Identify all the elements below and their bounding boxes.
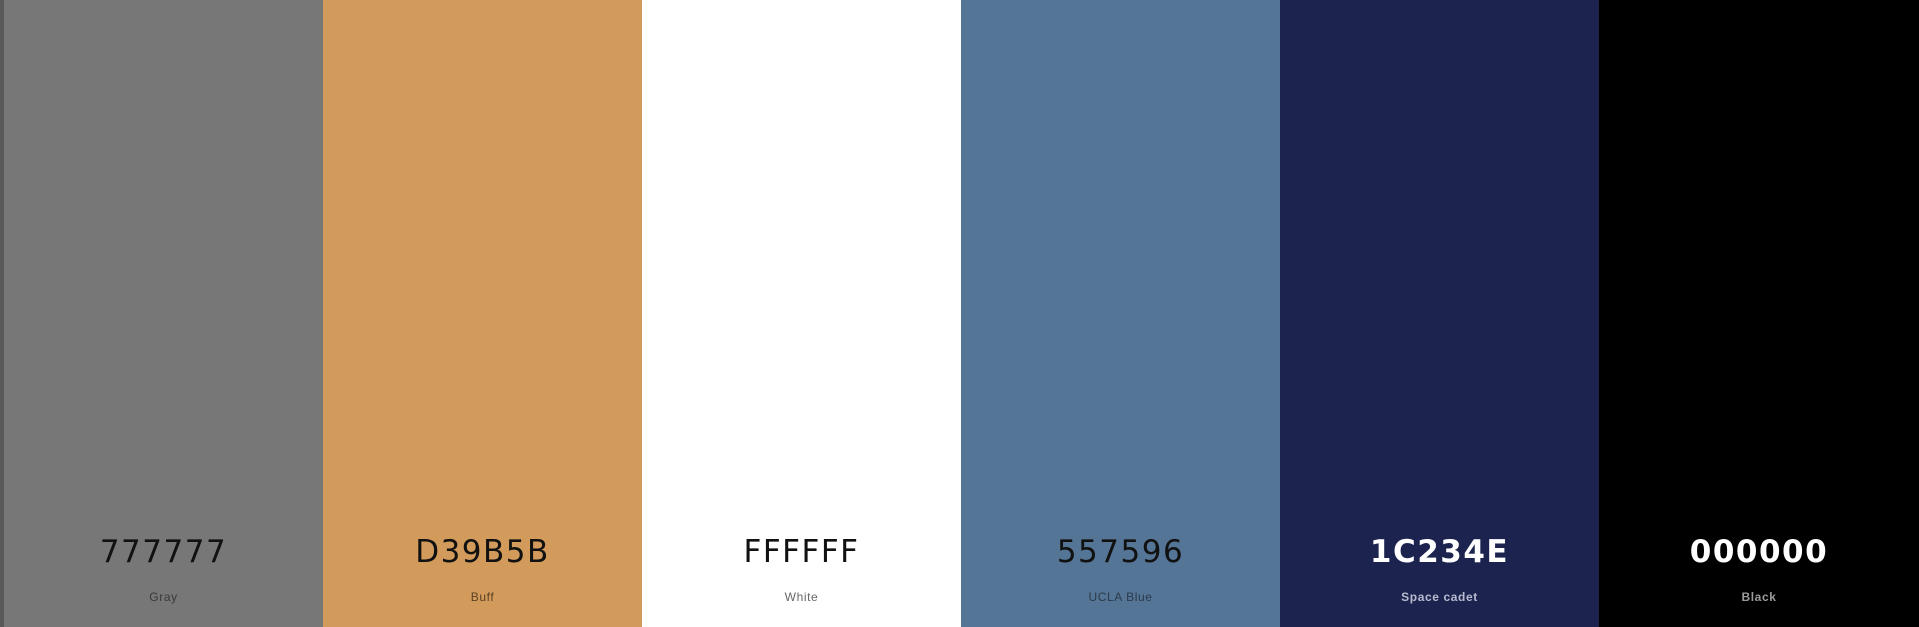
swatch-color-name: Gray	[149, 590, 178, 604]
swatch-hex-code[interactable]: 557596	[1056, 534, 1185, 570]
color-palette: 777777 Gray D39B5B Buff FFFFFF White 557…	[4, 0, 1919, 627]
swatch-color-name: Buff	[470, 590, 495, 604]
swatch-color-name: Black	[1741, 590, 1777, 604]
swatch-space-cadet[interactable]: 1C234E Space cadet	[1280, 0, 1599, 627]
swatch-gray[interactable]: 777777 Gray	[4, 0, 323, 627]
swatch-color-name: White	[784, 590, 819, 604]
swatch-hex-code[interactable]: 000000	[1689, 534, 1829, 570]
swatch-ucla-blue[interactable]: 557596 UCLA Blue	[961, 0, 1280, 627]
swatch-hex-code[interactable]: FFFFFF	[743, 534, 860, 570]
swatch-white[interactable]: FFFFFF White	[642, 0, 961, 627]
swatch-hex-code[interactable]: 1C234E	[1369, 534, 1510, 570]
swatch-color-name: Space cadet	[1401, 590, 1478, 604]
swatch-hex-code[interactable]: 777777	[99, 534, 228, 570]
swatch-hex-code[interactable]: D39B5B	[415, 534, 550, 570]
swatch-black[interactable]: 000000 Black	[1599, 0, 1919, 627]
swatch-buff[interactable]: D39B5B Buff	[323, 0, 642, 627]
swatch-color-name: UCLA Blue	[1088, 590, 1153, 604]
